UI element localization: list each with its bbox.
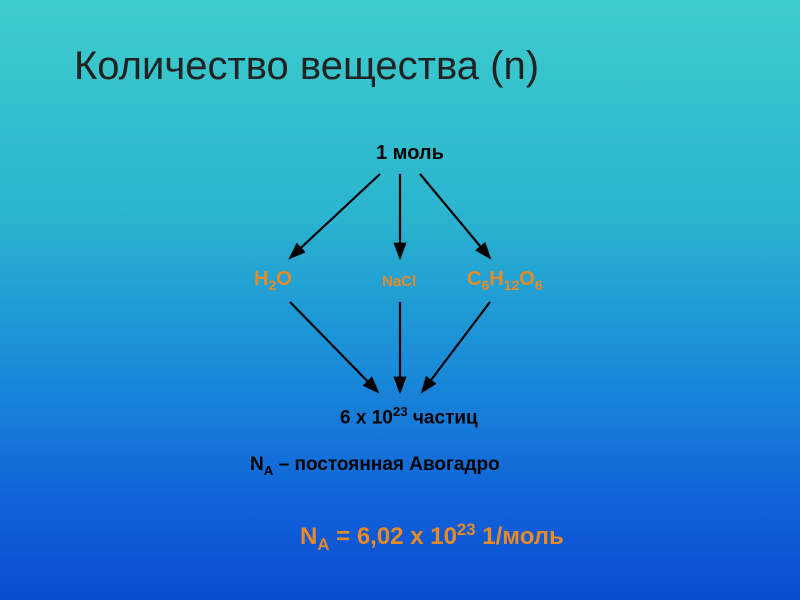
particles-count: 6 х 1023 частиц	[340, 404, 478, 429]
formula-nacl: NaCl	[382, 273, 416, 290]
avogadro-constant-label: NA – постоянная Авогадро	[250, 454, 500, 478]
arrow-diagram	[0, 0, 800, 600]
avogadro-constant-value: NA = 6,02 х 1023 1/моль	[300, 520, 564, 555]
formula-c6h12o6: C6H12O6	[467, 268, 543, 293]
formula-h2o: H2O	[254, 268, 292, 293]
